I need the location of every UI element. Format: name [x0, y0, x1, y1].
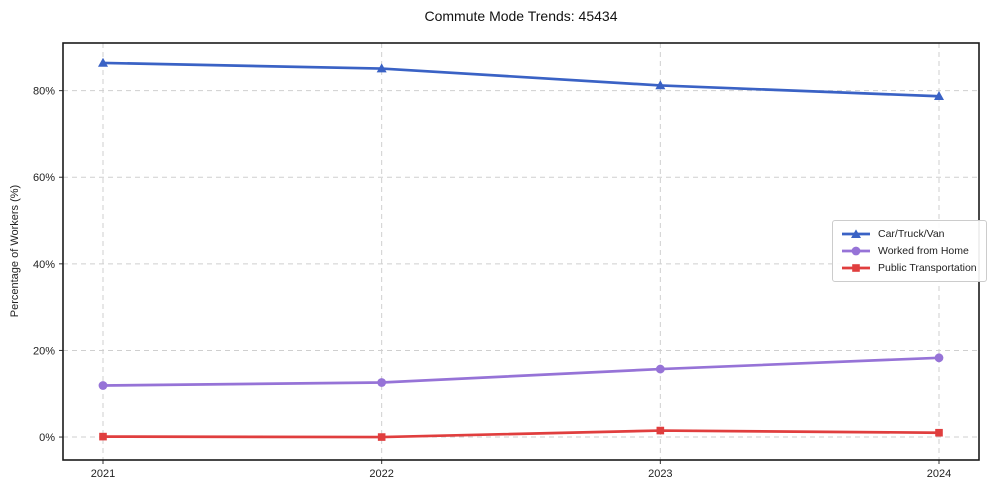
legend-swatch: [842, 264, 870, 272]
legend-item: Public Transportation: [841, 261, 977, 275]
triangle-marker: [98, 57, 108, 67]
chart-title: Commute Mode Trends: 45434: [424, 8, 618, 24]
square-marker-icon: [852, 264, 860, 272]
square-marker: [99, 432, 107, 441]
legend-label: Worked from Home: [878, 245, 969, 257]
y-tick-label: 20%: [33, 345, 55, 357]
legend-swatch: [842, 229, 870, 238]
x-tick-label: 2024: [927, 468, 951, 480]
x-tick-label: 2021: [91, 468, 115, 480]
legend: Car/Truck/Van Worked from Home Public Tran…: [832, 220, 987, 282]
circle-marker: [377, 378, 387, 387]
circle-marker: [98, 381, 108, 390]
circle-marker-icon: [851, 246, 861, 256]
triangle-marker: [376, 63, 387, 73]
x-tick-label: 2022: [369, 468, 393, 480]
triangle-marker: [655, 80, 666, 90]
legend-swatch: [842, 246, 870, 256]
triangle-marker: [934, 91, 944, 101]
legend-item: Car/Truck/Van: [841, 227, 977, 241]
x-tick-label: 2023: [648, 468, 672, 480]
y-tick-label: 0%: [39, 432, 55, 444]
series-line: [101, 429, 941, 439]
legend-item: Worked from Home: [841, 244, 977, 258]
y-tick-label: 60%: [33, 172, 55, 184]
square-marker: [935, 428, 943, 437]
circle-marker: [934, 353, 944, 363]
circle-marker: [655, 364, 665, 374]
y-tick-label: 40%: [33, 259, 55, 271]
legend-label: Public Transportation: [878, 262, 977, 274]
legend-label: Car/Truck/Van: [878, 228, 945, 240]
y-tick-label: 80%: [33, 86, 55, 98]
square-marker: [377, 433, 386, 441]
series-line: [101, 61, 941, 98]
series-line: [101, 356, 941, 387]
square-marker: [656, 426, 665, 435]
triangle-marker-icon: [851, 229, 861, 238]
